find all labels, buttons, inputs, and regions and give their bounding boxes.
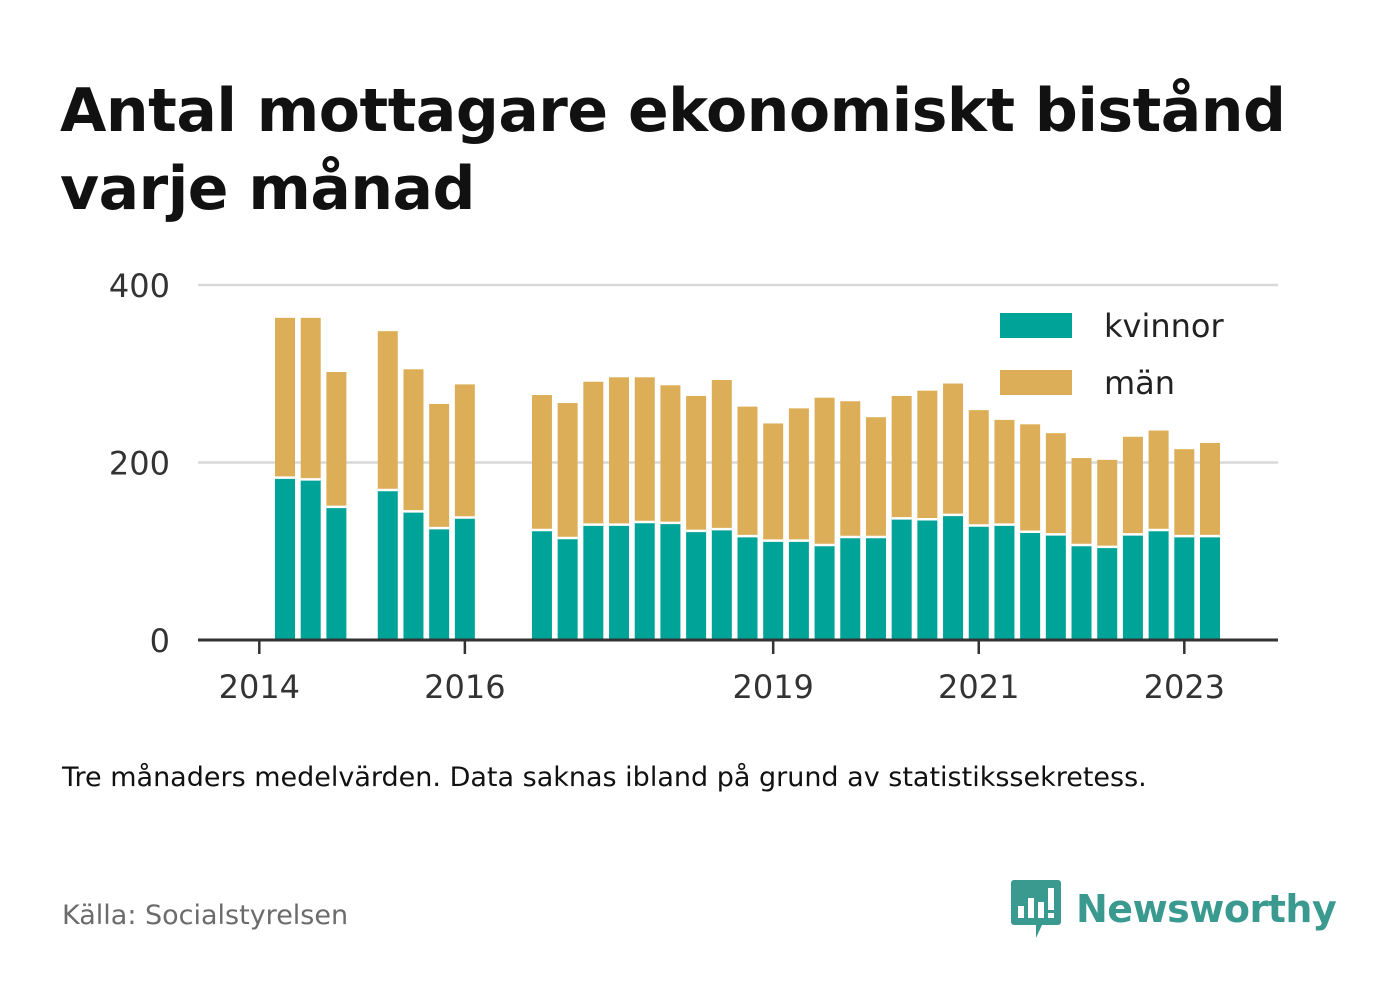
bar-kvinnor <box>275 477 295 640</box>
bar-man <box>917 390 938 520</box>
chart-note: Tre månaders medelvärden. Data saknas ib… <box>62 762 1147 793</box>
bar-man <box>943 383 964 515</box>
legend-label-kvinnor: kvinnor <box>1104 307 1225 345</box>
bar-kvinnor <box>1020 531 1041 640</box>
bar-man <box>865 417 886 538</box>
bar-kvinnor <box>1045 534 1066 640</box>
bar-kvinnor <box>917 519 938 640</box>
bar-kvinnor <box>814 545 835 640</box>
bar-man <box>609 377 630 525</box>
bar-man <box>1174 449 1195 537</box>
y-tick-label: 400 <box>109 267 170 305</box>
newsworthy-logo-icon <box>1011 880 1061 938</box>
bar-kvinnor <box>840 537 861 640</box>
legend-label-man: män <box>1104 364 1175 402</box>
bar-kvinnor <box>1122 534 1143 640</box>
bar-kvinnor <box>300 479 321 640</box>
bar-kvinnor <box>711 529 732 640</box>
axis-ticks: 2014 2016 2019 2021 2023 <box>219 640 1225 706</box>
bar-man <box>326 371 347 507</box>
legend-swatch-kvinnor <box>1000 313 1072 338</box>
bar-man <box>737 406 758 537</box>
brand-name: Newsworthy <box>1076 887 1337 931</box>
bar-kvinnor <box>634 521 655 640</box>
bar-kvinnor <box>326 506 347 640</box>
bar-kvinnor <box>686 530 707 640</box>
bar-man <box>686 395 707 531</box>
bar-kvinnor <box>1174 536 1195 640</box>
bar-man <box>994 419 1015 525</box>
bar-man <box>840 401 861 538</box>
bar-man <box>1020 424 1041 532</box>
x-tick-label: 2023 <box>1144 668 1225 706</box>
bar-kvinnor <box>943 514 964 640</box>
bar-man <box>1071 458 1092 546</box>
bar-kvinnor <box>788 540 809 640</box>
bar-kvinnor <box>377 490 398 640</box>
bar-man <box>968 410 989 526</box>
x-tick-label: 2021 <box>938 668 1019 706</box>
bar-man <box>377 331 398 491</box>
bar-man <box>300 317 321 480</box>
bar-man <box>1200 442 1220 537</box>
bar-man <box>583 381 604 525</box>
bar-kvinnor <box>583 524 604 640</box>
bar-man <box>531 395 552 530</box>
y-tick-label: 0 <box>150 622 170 660</box>
bar-man <box>1148 430 1169 530</box>
bar-kvinnor <box>1071 545 1092 640</box>
bar-kvinnor <box>1097 546 1118 640</box>
bar-man <box>711 379 732 530</box>
legend-swatch-man <box>1000 370 1072 395</box>
x-tick-label: 2019 <box>732 668 813 706</box>
bar-kvinnor <box>660 522 681 640</box>
bar-kvinnor <box>429 528 450 640</box>
bar-man <box>557 403 578 538</box>
x-tick-label: 2016 <box>424 668 505 706</box>
bar-man <box>660 385 681 523</box>
bar-man <box>429 403 450 529</box>
brand-logo[interactable]: Newsworthy <box>1010 878 1337 940</box>
bar-man <box>1045 433 1066 535</box>
bar-kvinnor <box>454 517 475 640</box>
bar-kvinnor <box>531 529 552 640</box>
bar-kvinnor <box>1148 529 1169 640</box>
bar-kvinnor <box>763 540 784 640</box>
bar-man <box>763 423 784 541</box>
legend: kvinnor män <box>1000 307 1225 402</box>
bar-kvinnor <box>403 511 424 640</box>
bar-man <box>814 397 835 546</box>
bar-man <box>275 317 295 478</box>
bar-man <box>891 395 912 519</box>
bars <box>275 317 1220 640</box>
bar-man <box>1122 436 1143 535</box>
x-tick-label: 2014 <box>219 668 300 706</box>
bar-kvinnor <box>891 518 912 640</box>
bar-kvinnor <box>737 536 758 640</box>
bar-man <box>454 384 475 518</box>
bar-kvinnor <box>968 525 989 640</box>
bar-kvinnor <box>865 537 886 640</box>
y-tick-label: 200 <box>109 445 170 483</box>
bar-kvinnor <box>994 524 1015 640</box>
bar-man <box>634 377 655 522</box>
bar-kvinnor <box>609 524 630 640</box>
bar-kvinnor <box>1200 536 1220 640</box>
bar-kvinnor <box>557 537 578 640</box>
bar-man <box>403 369 424 512</box>
source-credit: Källa: Socialstyrelsen <box>62 900 349 931</box>
chart-title: Antal mottagare ekonomiskt bistånd varje… <box>60 76 1286 224</box>
bar-man <box>1097 459 1118 547</box>
bar-man <box>788 408 809 541</box>
